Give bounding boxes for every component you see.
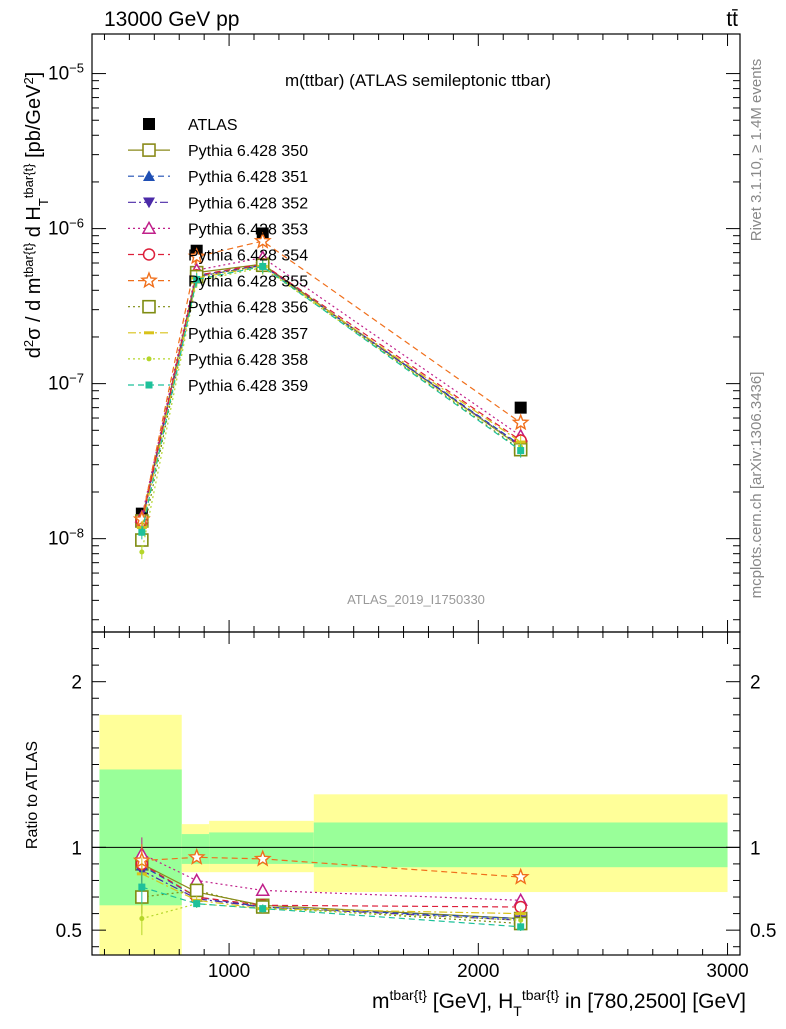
main-y-tick-label: 10−7	[48, 370, 84, 395]
ratio-marker-9-1	[193, 900, 201, 908]
x-axis-label: mtbar{t} [GeV], HTtbar{t} in [780,2500] …	[372, 987, 746, 1019]
series-line-8	[141, 265, 522, 528]
legend-label-3: Pythia 6.428 352	[188, 195, 308, 212]
legend-label-9: Pythia 6.428 358	[188, 352, 308, 369]
series-line-4	[141, 256, 522, 518]
series-marker-10-2	[259, 262, 267, 270]
ratio-marker-9-2	[259, 905, 267, 913]
energy-label: 13000 GeV pp	[104, 8, 239, 31]
ratio-marker-9-3	[517, 923, 525, 931]
legend-label-2: Pythia 6.428 351	[188, 169, 308, 186]
ratio-line-0	[141, 863, 521, 920]
series-marker-6-2	[253, 231, 272, 249]
ratio-line-4	[141, 863, 521, 908]
ratio-y-tick-label: 1	[71, 838, 82, 859]
ratio-line-1	[141, 865, 521, 920]
legend-marker-3	[143, 197, 155, 209]
legend-label-7: Pythia 6.428 356	[188, 300, 308, 317]
series-line-1	[141, 263, 522, 522]
x-tick-label: 3000	[706, 961, 748, 982]
ratio-y-tick-label-right: 0.5	[750, 921, 776, 942]
legend-label-10: Pythia 6.428 359	[188, 378, 308, 395]
ratio-band-inner-0	[99, 769, 182, 906]
ratio-y-tick-label-right: 2	[750, 673, 761, 694]
series-marker-10-0	[138, 528, 146, 536]
ratio-marker-5-1	[187, 847, 206, 865]
legend-marker-9	[146, 356, 152, 362]
legend-marker-5	[142, 248, 156, 261]
main-y-tick-label: 10−5	[48, 60, 84, 85]
ratio-y-tick-label-right: 1	[750, 838, 761, 859]
series-marker-10-3	[517, 447, 525, 455]
legend-label-8: Pythia 6.428 357	[188, 326, 308, 343]
ratio-y-tick-label: 0.5	[56, 921, 82, 942]
ratio-line-5	[141, 856, 521, 878]
ratio-line-3	[141, 853, 521, 901]
ratio-marker-5-2	[253, 849, 272, 867]
ratio-line-9	[141, 886, 521, 928]
ratio-panel-frame	[91, 631, 741, 956]
series-marker-0-3	[514, 401, 527, 414]
ratio-line-2	[141, 869, 521, 921]
ratio-marker-7-3	[515, 912, 526, 916]
process-label: tt̄	[726, 8, 738, 31]
legend-marker-10	[145, 381, 153, 389]
plot-title: m(ttbar) (ATLAS semileptonic ttbar)	[285, 71, 551, 90]
analysis-id: ATLAS_2019_I1750330	[347, 592, 485, 607]
legend-label-5: Pythia 6.428 354	[188, 248, 308, 265]
series-line-10	[141, 265, 522, 533]
ratio-marker-8-0	[139, 916, 145, 922]
ratio-y-tick-label: 2	[71, 673, 82, 694]
legend-marker-8	[144, 331, 154, 335]
x-tick-label: 2000	[457, 961, 499, 982]
legend-label-4: Pythia 6.428 353	[188, 221, 308, 238]
legend-label-0: ATLAS	[188, 117, 238, 134]
ratio-marker-3-2	[255, 882, 270, 896]
legend-label-6: Pythia 6.428 355	[188, 274, 308, 291]
series-marker-6-3	[511, 413, 530, 431]
legend-marker-1	[142, 143, 156, 157]
legend-marker-6	[140, 271, 158, 289]
ratio-marker-5-3	[511, 867, 530, 885]
legend-marker-2	[143, 170, 155, 181]
legend-label-1: Pythia 6.428 350	[188, 143, 308, 160]
main-y-axis-label: d2σ / d mtbar{t} d HTtbar{t} [pb/GeV2]	[21, 72, 51, 359]
ratio-band-inner-3	[313, 822, 728, 868]
ratio-marker-8-3	[518, 917, 524, 923]
legend-marker-0	[143, 118, 155, 130]
side-rivet-label: Rivet 3.1.10, ≥ 1.4M events	[748, 59, 765, 242]
main-y-tick-label: 10−8	[48, 525, 84, 550]
legend-marker-7	[142, 299, 156, 314]
ratio-marker-6-1	[189, 883, 204, 898]
ratio-y-axis-label: Ratio to ATLAS	[24, 741, 41, 849]
legend-marker-4	[141, 220, 157, 234]
series-marker-6-1	[187, 247, 206, 265]
x-tick-label: 1000	[208, 961, 250, 982]
ratio-line-7	[141, 873, 521, 915]
series-line-6	[141, 240, 522, 520]
series-marker-9-0	[139, 549, 145, 555]
side-mcplots-label: mcplots.cern.ch [arXiv:1306.3436]	[748, 372, 765, 599]
main-y-tick-label: 10−6	[48, 215, 84, 240]
ratio-marker-9-0	[138, 883, 146, 891]
series-line-5	[141, 263, 522, 522]
series-line-9	[141, 266, 522, 553]
series-marker-10-1	[193, 275, 201, 283]
